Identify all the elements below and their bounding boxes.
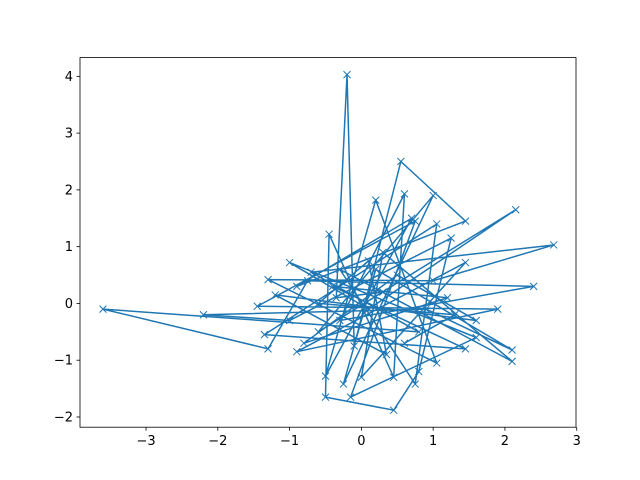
point-marker: [335, 265, 344, 274]
y-tick-label: 1: [65, 240, 73, 255]
y-tick-label: 4: [65, 70, 73, 85]
x-tick-label: 3: [573, 434, 581, 449]
point-marker: [443, 293, 452, 302]
point-marker: [350, 342, 359, 350]
point-marker: [389, 406, 398, 415]
point-marker: [99, 305, 107, 313]
point-marker: [400, 339, 409, 348]
point-marker: [199, 310, 208, 319]
point-marker: [371, 265, 380, 274]
point-marker: [379, 288, 387, 296]
point-marker: [411, 217, 420, 225]
point-marker: [407, 214, 416, 223]
point-marker: [321, 393, 330, 401]
point-marker: [264, 344, 272, 353]
point-marker: [303, 276, 312, 285]
point-marker: [325, 230, 333, 239]
axes-frame: [79, 57, 577, 428]
y-tick-label: 3: [65, 127, 73, 142]
x-tick-label: −3: [136, 434, 155, 449]
point-marker: [264, 275, 272, 284]
point-marker: [389, 373, 398, 382]
point-marker: [414, 367, 423, 376]
point-marker: [450, 310, 459, 319]
point-marker: [346, 393, 355, 401]
point-marker: [307, 268, 315, 277]
point-marker: [432, 220, 441, 228]
point-marker: [508, 346, 516, 354]
data-line: [102, 73, 555, 411]
point-marker: [364, 305, 373, 313]
point-marker: [364, 256, 373, 265]
point-marker: [511, 205, 520, 214]
point-marker: [472, 333, 481, 342]
point-marker: [343, 70, 351, 79]
point-marker: [493, 305, 502, 313]
point-marker: [414, 327, 423, 336]
point-marker: [393, 271, 402, 279]
y-tick-label: 0: [65, 297, 73, 312]
point-marker: [429, 191, 438, 200]
point-marker: [253, 302, 262, 311]
x-tick-label: 1: [429, 434, 437, 449]
x-tick-label: −1: [280, 434, 299, 449]
point-marker: [397, 157, 405, 166]
point-marker: [382, 350, 391, 359]
point-marker: [357, 373, 366, 382]
point-marker: [285, 258, 294, 267]
y-tick-label: 2: [65, 183, 73, 198]
point-marker: [260, 330, 269, 339]
point-marker: [411, 380, 420, 388]
x-tick-label: −2: [208, 434, 227, 449]
point-marker: [314, 299, 323, 308]
point-marker: [432, 359, 441, 367]
point-marker: [321, 372, 330, 380]
point-marker: [461, 258, 470, 267]
x-tick-label: 2: [501, 434, 509, 449]
point-marker: [379, 248, 387, 257]
point-marker: [292, 282, 301, 291]
point-marker: [461, 344, 470, 353]
point-marker: [314, 327, 323, 336]
point-marker: [332, 293, 341, 302]
point-marker: [400, 190, 409, 198]
point-marker: [335, 316, 344, 325]
point-marker: [549, 241, 558, 249]
point-marker: [472, 316, 481, 325]
point-marker: [429, 276, 438, 285]
y-tick-label: −2: [54, 410, 73, 425]
point-marker: [292, 347, 301, 356]
point-marker: [461, 217, 470, 225]
point-marker: [447, 234, 455, 242]
point-marker: [508, 357, 516, 366]
x-tick-label: 0: [357, 434, 365, 449]
point-marker: [339, 380, 348, 388]
y-tick-label: −1: [54, 354, 73, 369]
point-marker: [371, 196, 380, 204]
point-marker: [422, 305, 430, 313]
point-marker: [271, 291, 280, 299]
point-marker: [285, 316, 294, 325]
point-marker: [328, 282, 337, 291]
point-marker: [300, 339, 308, 348]
point-marker: [529, 282, 538, 291]
